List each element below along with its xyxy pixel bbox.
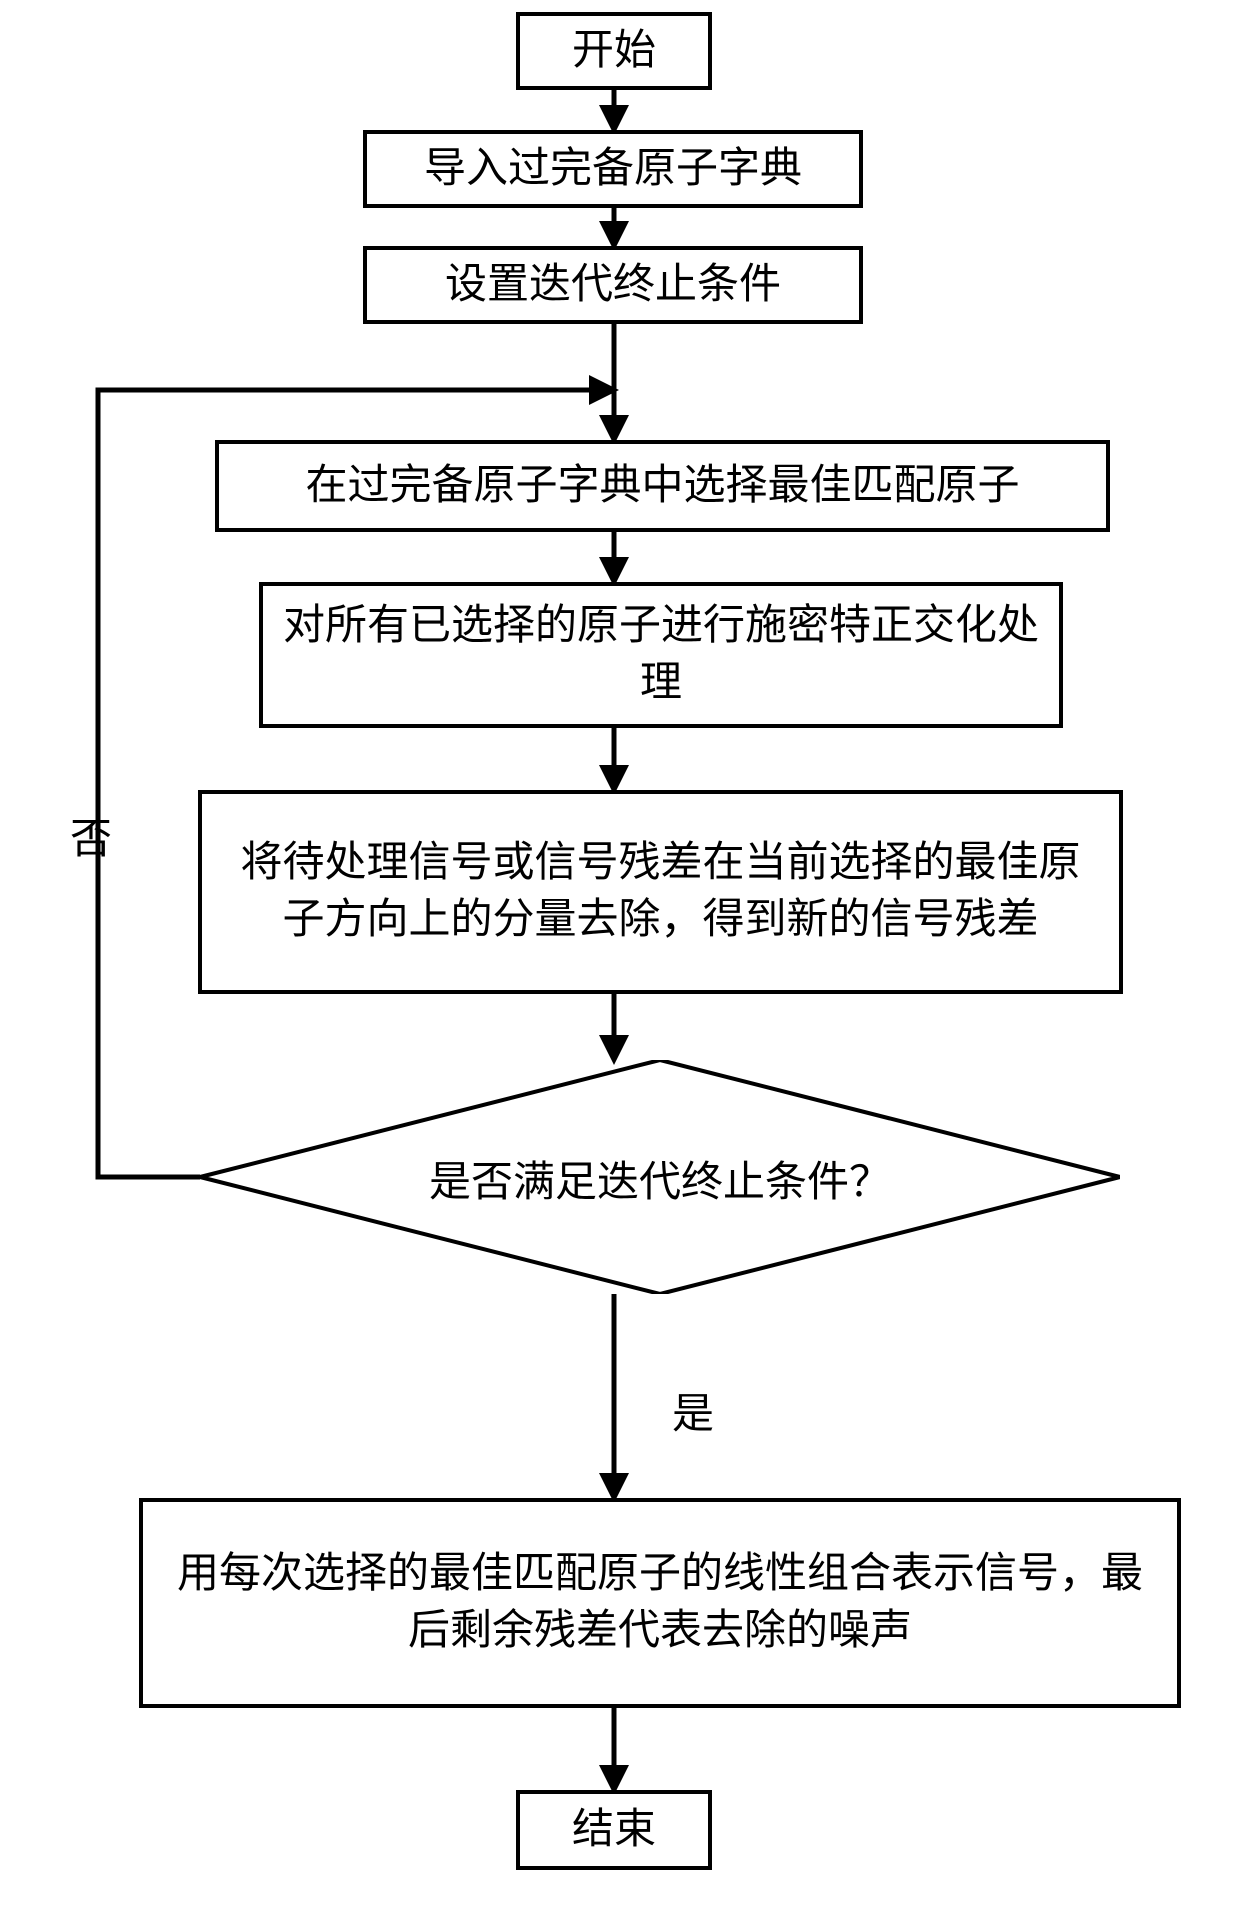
node-label: 在过完备原子字典中选择最佳匹配原子 (305, 458, 1019, 515)
flowchart-node-residual: 将待处理信号或信号残差在当前选择的最佳原子方向上的分量去除，得到新的信号残差 (198, 790, 1123, 994)
edge-label: 是 (672, 1380, 714, 1441)
flowchart-node-end: 结束 (516, 1790, 712, 1870)
node-label: 是否满足迭代终止条件？ (200, 1148, 1120, 1209)
flowchart-node-setcond: 设置迭代终止条件 (363, 246, 863, 324)
flowchart-node-combine: 用每次选择的最佳匹配原子的线性组合表示信号，最后剩余残差代表去除的噪声 (139, 1498, 1181, 1708)
node-label: 开始 (572, 23, 656, 80)
node-label: 结束 (572, 1802, 656, 1859)
flowchart-node-decision: 是否满足迭代终止条件？ (200, 1060, 1120, 1294)
flowchart-node-select: 在过完备原子字典中选择最佳匹配原子 (215, 440, 1110, 532)
flowchart-node-import: 导入过完备原子字典 (363, 130, 863, 208)
edge-label: 否 (70, 805, 112, 866)
flowchart-node-schmidt: 对所有已选择的原子进行施密特正交化处理 (259, 582, 1063, 728)
flowchart-node-start: 开始 (516, 12, 712, 90)
node-label: 设置迭代终止条件 (445, 257, 781, 314)
node-label: 用每次选择的最佳匹配原子的线性组合表示信号，最后剩余残差代表去除的噪声 (163, 1546, 1157, 1659)
node-label: 导入过完备原子字典 (424, 141, 802, 198)
node-label: 对所有已选择的原子进行施密特正交化处理 (283, 598, 1039, 711)
flowchart-canvas: 开始导入过完备原子字典设置迭代终止条件在过完备原子字典中选择最佳匹配原子对所有已… (0, 0, 1240, 1924)
node-label: 将待处理信号或信号残差在当前选择的最佳原子方向上的分量去除，得到新的信号残差 (222, 835, 1099, 948)
